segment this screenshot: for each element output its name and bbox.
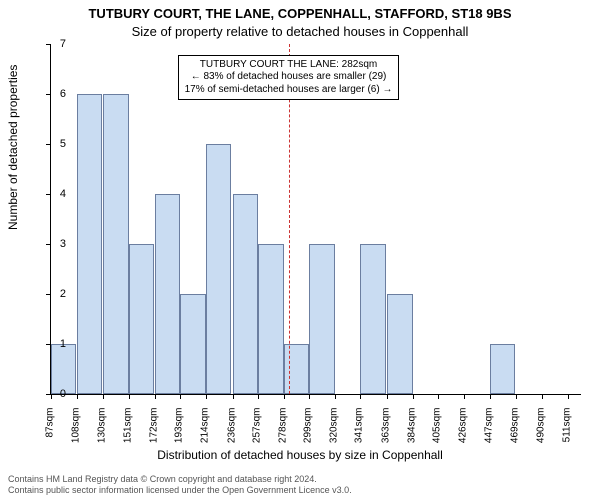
xtick-mark [464,394,465,399]
xtick-mark [309,394,310,399]
histogram-bar [387,294,412,394]
footer-line2: Contains public sector information licen… [8,485,352,496]
ytick-label: 2 [52,288,66,300]
xtick-label: 490sqm [536,408,547,458]
ytick-mark [46,144,51,145]
xtick-label: 447sqm [483,408,494,458]
xtick-mark [360,394,361,399]
xtick-label: 405sqm [432,408,443,458]
plot-area: TUTBURY COURT THE LANE: 282sqm← 83% of d… [50,44,581,395]
xtick-mark [103,394,104,399]
xtick-label: 87sqm [45,408,56,458]
xtick-label: 426sqm [458,408,469,458]
xtick-label: 193sqm [174,408,185,458]
histogram-bar [51,344,76,394]
histogram-bar [129,244,154,394]
ytick-label: 0 [52,388,66,400]
xtick-mark [233,394,234,399]
chart-container: TUTBURY COURT, THE LANE, COPPENHALL, STA… [0,0,600,500]
xtick-label: 384sqm [406,408,417,458]
xtick-label: 511sqm [561,408,572,458]
xtick-label: 469sqm [510,408,521,458]
histogram-bar [233,194,258,394]
annotation-line1: TUTBURY COURT THE LANE: 282sqm [185,59,393,72]
histogram-bar [360,244,385,394]
footer-line1: Contains HM Land Registry data © Crown c… [8,474,352,485]
xtick-label: 320sqm [328,408,339,458]
ytick-label: 4 [52,188,66,200]
ytick-label: 1 [52,338,66,350]
xtick-label: 130sqm [97,408,108,458]
xtick-mark [335,394,336,399]
chart-title-line1: TUTBURY COURT, THE LANE, COPPENHALL, STA… [0,6,600,21]
histogram-bar [77,94,102,394]
histogram-bar [284,344,309,394]
ytick-label: 6 [52,88,66,100]
histogram-bar [180,294,205,394]
xtick-mark [542,394,543,399]
xtick-mark [206,394,207,399]
histogram-bar [490,344,515,394]
histogram-bar [258,244,283,394]
histogram-bar [103,94,128,394]
xtick-mark [490,394,491,399]
ytick-label: 3 [52,238,66,250]
histogram-bar [309,244,334,394]
xtick-mark [387,394,388,399]
ytick-mark [46,94,51,95]
xtick-label: 214sqm [199,408,210,458]
histogram-bar [155,194,180,394]
footer-attribution: Contains HM Land Registry data © Crown c… [8,474,352,497]
chart-title-line2: Size of property relative to detached ho… [0,24,600,39]
annotation-box: TUTBURY COURT THE LANE: 282sqm← 83% of d… [178,55,400,101]
ytick-mark [46,244,51,245]
xtick-mark [180,394,181,399]
xtick-mark [129,394,130,399]
annotation-line2: ← 83% of detached houses are smaller (29… [185,71,393,84]
xtick-mark [516,394,517,399]
xtick-label: 278sqm [277,408,288,458]
ytick-mark [46,44,51,45]
xtick-label: 257sqm [252,408,263,458]
xtick-label: 341sqm [354,408,365,458]
xtick-mark [568,394,569,399]
xtick-mark [413,394,414,399]
ytick-label: 7 [52,38,66,50]
xtick-mark [155,394,156,399]
xtick-label: 236sqm [226,408,237,458]
xtick-mark [284,394,285,399]
xtick-label: 108sqm [70,408,81,458]
xtick-label: 299sqm [303,408,314,458]
ytick-label: 5 [52,138,66,150]
ytick-mark [46,194,51,195]
xtick-label: 172sqm [148,408,159,458]
xtick-mark [77,394,78,399]
xtick-label: 151sqm [122,408,133,458]
ytick-mark [46,294,51,295]
y-axis-label: Number of detached properties [6,65,20,230]
xtick-mark [258,394,259,399]
xtick-mark [438,394,439,399]
annotation-line3: 17% of semi-detached houses are larger (… [185,84,393,97]
xtick-label: 363sqm [381,408,392,458]
histogram-bar [206,144,231,394]
